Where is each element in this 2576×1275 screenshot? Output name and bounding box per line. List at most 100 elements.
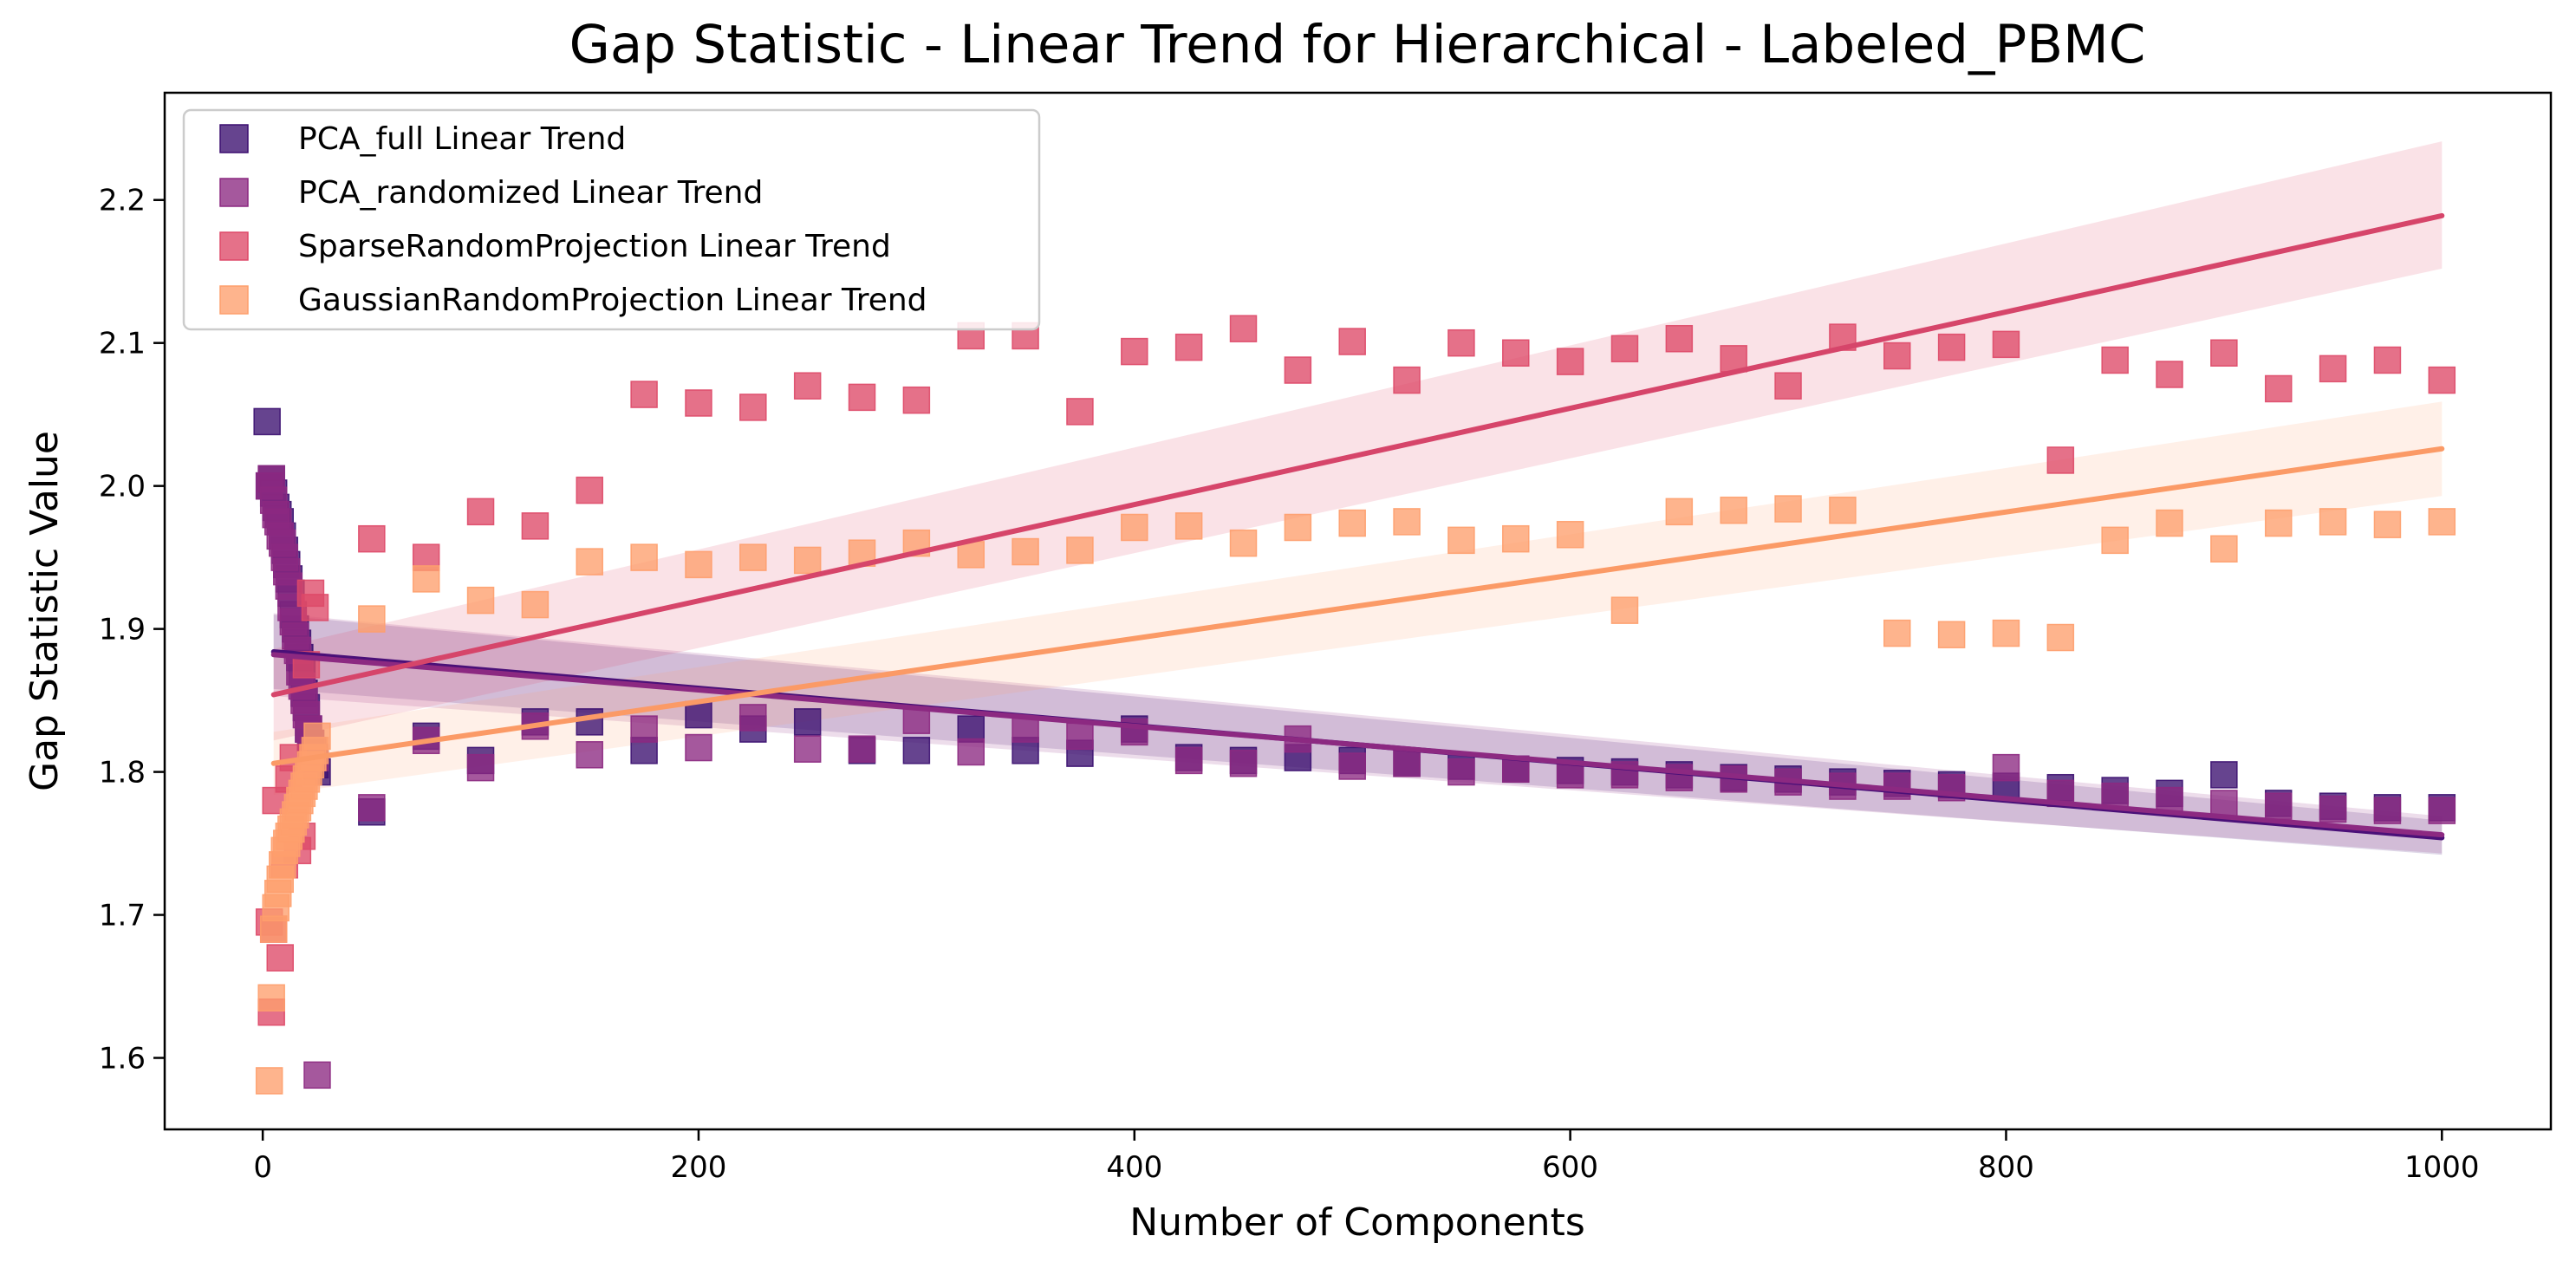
data-point-s2-41	[1883, 342, 1911, 370]
data-point-s3-51	[1883, 619, 1911, 647]
data-point-s2-47	[2210, 339, 2238, 367]
data-point-s0-28	[576, 708, 604, 736]
data-point-s1-25	[466, 753, 495, 782]
y-axis: 1.6 1.7 1.8 1.9 2.0 2.1 2.2	[99, 184, 165, 1077]
data-point-s3-29	[685, 550, 712, 579]
data-point-s2-27	[1121, 337, 1148, 366]
data-point-s3-36	[1066, 537, 1094, 564]
data-point-s2-36	[1610, 335, 1639, 363]
legend-label-3: GaussianRandomProjection Linear Trend	[298, 283, 927, 318]
data-point-s1-53	[1992, 753, 2020, 782]
data-point-s3-28	[630, 543, 658, 571]
data-point-s1-34	[957, 738, 985, 766]
data-point-s3-34	[957, 541, 985, 569]
data-point-s1-30	[739, 704, 767, 732]
data-point-s2-29	[1229, 315, 1258, 342]
data-point-s3-37	[1121, 513, 1148, 542]
y-tick-label-4: 2.0	[99, 470, 146, 504]
data-point-s3-42	[1393, 508, 1421, 536]
data-point-s1-51	[1883, 772, 1911, 800]
data-point-s2-4	[266, 944, 295, 972]
data-point-s1-32	[848, 735, 876, 763]
x-tick-label-3: 600	[1542, 1150, 1598, 1185]
data-point-s1-28	[630, 715, 658, 743]
legend-label-1: PCA_randomized Linear Trend	[298, 175, 763, 211]
x-tick-label-1: 200	[671, 1150, 727, 1185]
data-point-s3-49	[1774, 495, 1802, 523]
x-tick-label-0: 0	[253, 1150, 272, 1185]
x-axis-label: Number of Components	[1129, 1200, 1585, 1245]
data-point-s2-39	[1774, 372, 1802, 400]
data-point-s2-20	[739, 394, 767, 421]
data-point-s2-33	[1447, 329, 1475, 357]
legend-marker-0	[219, 124, 249, 153]
legend: PCA_full Linear Trend PCA_randomized Line…	[182, 108, 1041, 331]
data-point-s0-58	[2210, 761, 2238, 789]
scatter-points	[253, 315, 2456, 1095]
data-point-s2-48	[2264, 374, 2293, 403]
data-point-s2-35	[1556, 348, 1584, 375]
data-point-s2-16	[521, 512, 550, 540]
data-point-s1-22	[303, 1061, 331, 1090]
data-point-s1-59	[2319, 795, 2347, 823]
data-point-s1-61	[2428, 797, 2456, 824]
data-point-s1-33	[902, 706, 931, 734]
trend-line-1	[270, 652, 2445, 838]
x-tick-label-5: 1000	[2404, 1150, 2480, 1185]
data-point-s3-25	[466, 586, 495, 615]
data-point-s1-58	[2264, 792, 2293, 820]
data-point-s1-45	[1556, 761, 1584, 789]
data-point-s0-32	[793, 708, 822, 736]
data-point-s2-31	[1338, 328, 1366, 355]
data-point-s3-47	[1665, 498, 1694, 526]
data-point-s0-35	[957, 715, 985, 743]
data-point-s2-34	[1502, 339, 1530, 367]
data-point-s1-56	[2156, 786, 2183, 815]
y-tick-label-3: 1.9	[99, 613, 146, 647]
data-point-s2-50	[2373, 346, 2402, 374]
data-point-s1-36	[1066, 722, 1094, 751]
data-point-s3-60	[2373, 511, 2402, 538]
data-point-s2-23	[902, 386, 931, 414]
data-point-s3-26	[521, 590, 550, 619]
data-point-s3-0	[255, 1067, 283, 1095]
data-point-s2-44	[2046, 446, 2075, 474]
data-point-s2-17	[576, 476, 604, 504]
legend-box	[182, 108, 1041, 331]
data-point-s1-31	[793, 735, 822, 763]
trend-line-3	[270, 446, 2445, 766]
data-point-s2-22	[848, 383, 876, 412]
y-tick-label-1: 1.7	[99, 899, 146, 933]
data-point-s2-46	[2156, 361, 2183, 388]
data-point-s3-39	[1229, 529, 1258, 557]
data-point-s1-42	[1393, 749, 1421, 777]
data-point-s3-61	[2428, 508, 2456, 536]
y-axis-label: Gap Statistic Value	[23, 431, 67, 791]
data-point-s2-21	[793, 372, 822, 400]
data-point-s1-60	[2373, 797, 2402, 824]
data-point-s3-43	[1447, 526, 1475, 555]
y-tick-label-0: 1.6	[99, 1042, 146, 1077]
data-point-s1-38	[1174, 746, 1203, 775]
legend-marker-2	[219, 231, 249, 261]
chart-title: Gap Statistic - Linear Trend for Hierarc…	[569, 14, 2146, 75]
x-axis: 0 200 400 600 800 1000	[253, 1129, 2480, 1185]
legend-marker-1	[219, 178, 249, 207]
data-point-s1-43	[1447, 758, 1475, 786]
x-tick-label-4: 800	[1978, 1150, 2034, 1185]
data-point-s2-15	[466, 498, 495, 526]
plot-frame	[163, 91, 2553, 1131]
data-point-s2-32	[1393, 366, 1421, 394]
data-point-s3-40	[1284, 513, 1312, 542]
y-tick-label-2: 1.8	[99, 756, 146, 790]
legend-label-0: PCA_full Linear Trend	[298, 121, 626, 157]
data-point-s3-23	[358, 605, 386, 633]
data-point-s3-30	[739, 543, 767, 571]
data-point-s2-38	[1720, 345, 1747, 373]
data-point-s3-35	[1012, 537, 1039, 566]
data-point-s3-41	[1338, 509, 1366, 537]
data-point-s2-13	[358, 524, 386, 553]
data-point-s3-27	[576, 548, 604, 576]
